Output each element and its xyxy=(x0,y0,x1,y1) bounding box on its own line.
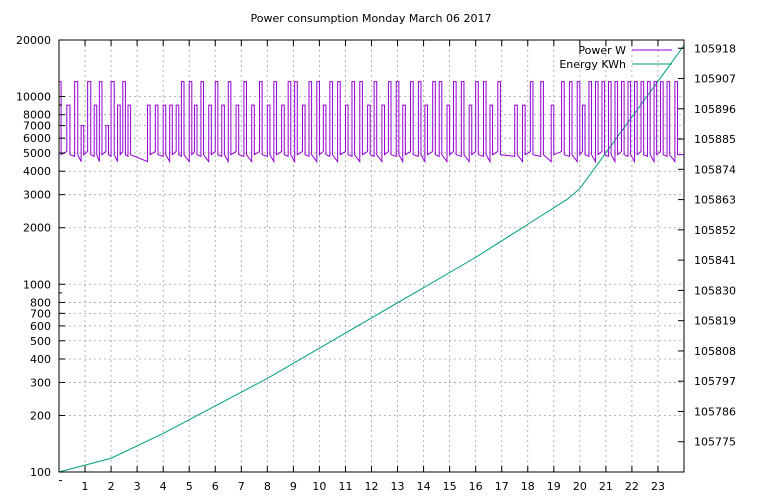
y-left-tick-label: 20000 xyxy=(16,34,51,47)
x-tick-label: 15 xyxy=(443,480,457,493)
y-right-tick-label: 105786 xyxy=(694,405,736,418)
legend-label-energy: Energy KWh xyxy=(559,58,626,71)
y-left-tick-label: 500 xyxy=(30,335,51,348)
x-tick-label: 21 xyxy=(599,480,613,493)
y-right-tick-label: 105863 xyxy=(694,194,736,207)
x-tick-label: 16 xyxy=(469,480,483,493)
x-tick-label: 20 xyxy=(573,480,587,493)
y-right-tick-label: 105918 xyxy=(694,42,736,55)
y-right-tick-label: 105841 xyxy=(694,254,736,267)
x-tick-label: 10 xyxy=(312,480,326,493)
y-left-tick-label: 6000 xyxy=(23,132,51,145)
chart-title: Power consumption Monday March 06 2017 xyxy=(251,12,492,25)
y-right-tick-label: 105907 xyxy=(694,73,736,86)
x-tick-label: 7 xyxy=(238,480,245,493)
y-left-tick-label: 700 xyxy=(30,307,51,320)
x-tick-label: 5 xyxy=(186,480,193,493)
x-tick-label: 11 xyxy=(338,480,352,493)
y-right-tick-label: 105808 xyxy=(694,345,736,358)
power-series-line xyxy=(58,81,684,164)
x-tick-label: 6 xyxy=(212,480,219,493)
x-tick-label: 1 xyxy=(82,480,89,493)
y-right-tick-label: 105885 xyxy=(694,133,736,146)
y-right-tick-label: 105874 xyxy=(694,163,736,176)
energy-series-layer xyxy=(58,45,685,473)
x-tick-label: 2 xyxy=(108,480,115,493)
x-tick-label: 3 xyxy=(134,480,141,493)
ticks-layer: 1 2 3 4 5 6 7 8 9 10 11 12 13 14 15 16 17 18 19 20 21 22 23100… xyxy=(16,34,736,493)
x-tick-label: 9 xyxy=(290,480,297,493)
y-left-tick-label: 7000 xyxy=(23,120,51,133)
x-tick-label: 4 xyxy=(160,480,167,493)
y-left-tick-label: 100 xyxy=(30,466,51,479)
energy-series-line xyxy=(58,45,685,473)
legend-label-power: Power W xyxy=(578,44,626,57)
y-left-tick-label: 800 xyxy=(30,296,51,309)
y-left-tick-label: 400 xyxy=(30,353,51,366)
y-left-tick-label: 300 xyxy=(30,376,51,389)
x-tick-label: 12 xyxy=(365,480,379,493)
x-tick-label: 19 xyxy=(547,480,561,493)
power-series-layer xyxy=(58,81,684,164)
legend: Power W Energy KWh xyxy=(559,44,672,71)
y-right-tick-label: 105775 xyxy=(694,436,736,449)
x-tick-label: 17 xyxy=(495,480,509,493)
y-left-tick-label: 5000 xyxy=(23,147,51,160)
y-left-tick-label: 600 xyxy=(30,320,51,333)
y-right-tick-label: 105852 xyxy=(694,224,736,237)
y-right-tick-label: 105896 xyxy=(694,103,736,116)
x-tick-label: 23 xyxy=(651,480,665,493)
x-tick-label: 18 xyxy=(521,480,535,493)
y-left-tick-label: 10000 xyxy=(16,91,51,104)
y-right-tick-label: 105797 xyxy=(694,375,736,388)
x-tick-label: 14 xyxy=(417,480,431,493)
y-left-tick-label: 200 xyxy=(30,409,51,422)
y-right-tick-label: 105830 xyxy=(694,284,736,297)
y-left-tick-label: 1000 xyxy=(23,278,51,291)
y-right-tick-label: 105819 xyxy=(694,315,736,328)
x-tick-label: 8 xyxy=(264,480,271,493)
y-left-tick-label: 8000 xyxy=(23,109,51,122)
y-left-tick-label: 4000 xyxy=(23,165,51,178)
y-left-tick-label: 2000 xyxy=(23,222,51,235)
y-left-tick-label: 3000 xyxy=(23,189,51,202)
x-tick-label: 13 xyxy=(391,480,405,493)
x-tick-label: 22 xyxy=(625,480,639,493)
